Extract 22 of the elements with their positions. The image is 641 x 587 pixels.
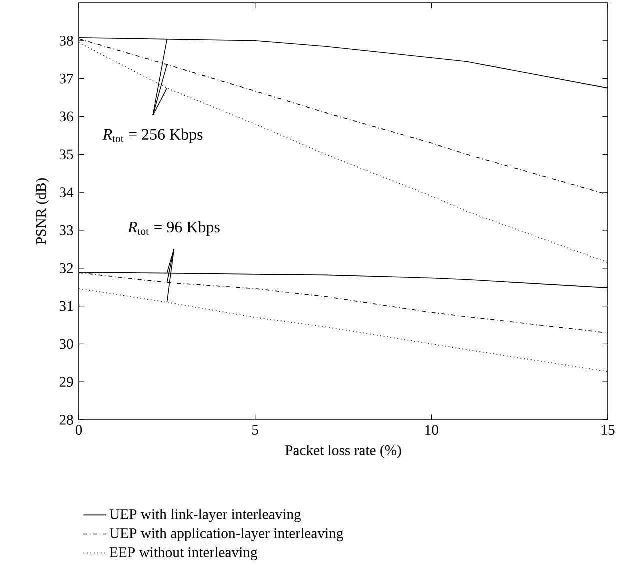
y-tick-label: 37 (60, 74, 74, 84)
x-tick-label: 0 (76, 425, 82, 436)
y-axis-title: PSNR (dB) (36, 178, 50, 245)
legend-label: UEP with application-layer interleaving (110, 528, 344, 542)
annotation: R$_{tot}$ = 256 Kbps (102, 128, 203, 144)
y-tick-label: 30 (60, 339, 74, 350)
x-axis-title: Packet loss rate (%) (285, 445, 402, 458)
annotation: R$_{tot}$ = 96 Kbps (128, 221, 220, 236)
y-tick-label: 32 (60, 263, 74, 274)
y-tick-label: 34 (60, 188, 74, 198)
y-tick-label: 35 (60, 150, 74, 160)
y-tick-label: 31 (60, 301, 73, 312)
legend-label: UEP with link-layer interleaving (110, 509, 302, 522)
x-tick-label: 5 (252, 425, 258, 435)
y-tick-label: 36 (60, 112, 74, 122)
y-tick-label: 29 (60, 377, 74, 388)
y-tick-label: 28 (60, 415, 74, 425)
x-tick-label: 10 (426, 425, 438, 436)
y-tick-label: 38 (60, 36, 74, 46)
y-tick-label: 33 (60, 226, 74, 236)
legend-label: EEP without interleaving (110, 547, 258, 560)
x-tick-label: 15 (602, 425, 615, 435)
